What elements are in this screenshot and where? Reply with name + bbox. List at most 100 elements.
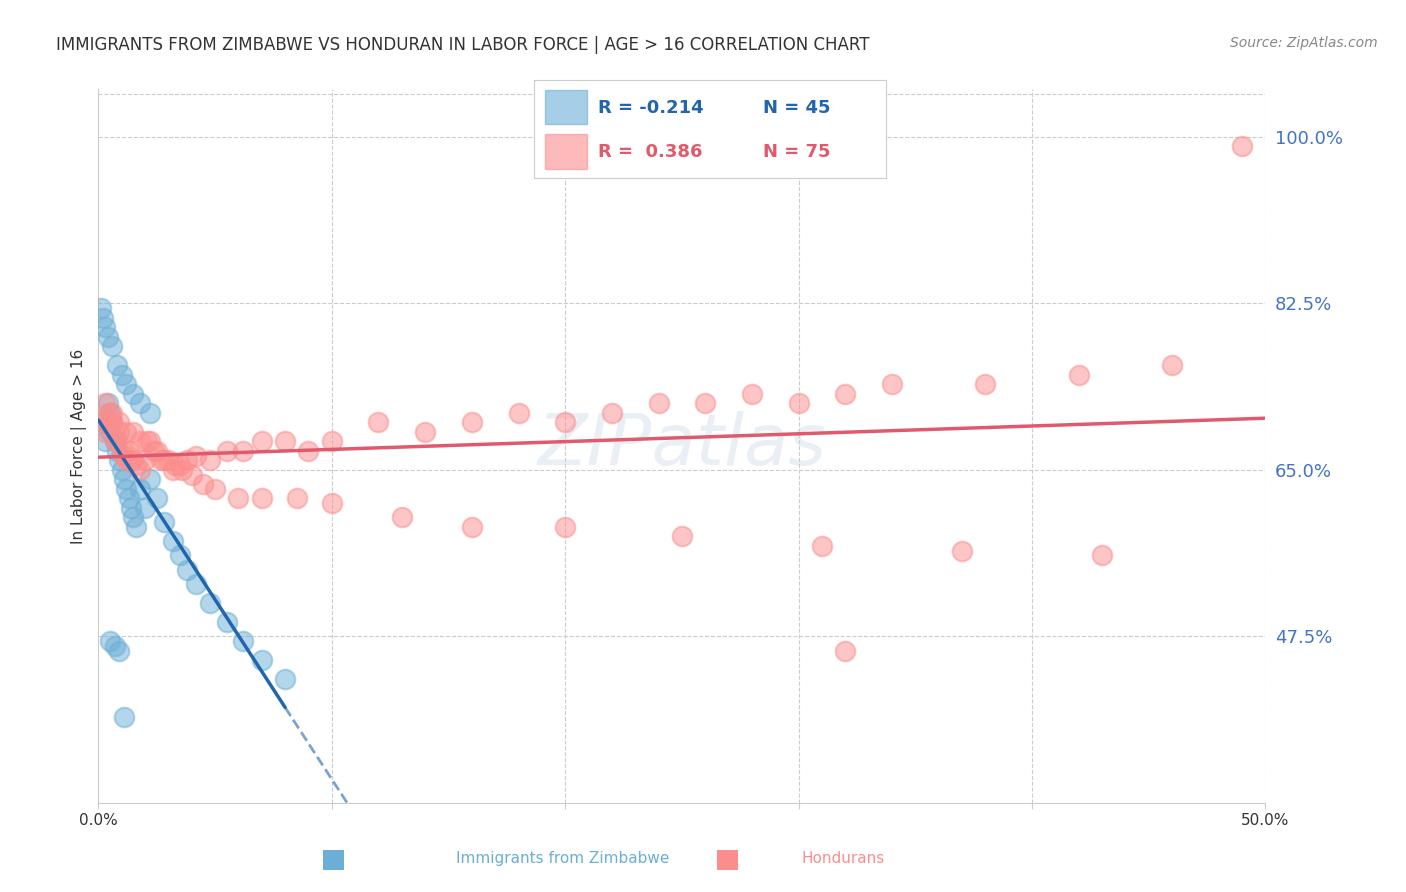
Point xyxy=(811,539,834,553)
Point xyxy=(150,453,173,467)
Bar xyxy=(544,134,586,169)
Point xyxy=(204,482,226,496)
Bar xyxy=(544,90,586,124)
Point xyxy=(162,534,184,549)
Point xyxy=(108,453,131,467)
Point xyxy=(129,434,152,449)
Point xyxy=(250,434,273,449)
Point xyxy=(285,491,308,506)
Point xyxy=(146,491,169,506)
Point xyxy=(215,615,238,629)
Point xyxy=(554,520,576,534)
Point xyxy=(274,434,297,449)
Point xyxy=(97,406,120,420)
Point xyxy=(232,634,254,648)
Point xyxy=(250,653,273,667)
Point xyxy=(98,425,121,439)
Text: N = 75: N = 75 xyxy=(762,143,831,161)
Point xyxy=(112,710,135,724)
Point xyxy=(274,672,297,686)
Point xyxy=(97,329,120,343)
Point xyxy=(176,563,198,577)
Point xyxy=(647,396,669,410)
Point xyxy=(554,415,576,429)
Point xyxy=(176,453,198,467)
Point xyxy=(112,449,135,463)
Point xyxy=(974,377,997,392)
Point xyxy=(111,443,134,458)
Point xyxy=(787,396,810,410)
Text: R = -0.214: R = -0.214 xyxy=(598,99,703,117)
Point xyxy=(152,453,174,467)
Point xyxy=(200,596,222,610)
Point xyxy=(695,396,717,410)
Point xyxy=(104,639,127,653)
Point xyxy=(105,443,128,458)
Text: Source: ZipAtlas.com: Source: ZipAtlas.com xyxy=(1230,36,1378,50)
Point xyxy=(139,472,162,486)
Point xyxy=(101,415,124,429)
Point xyxy=(391,510,413,524)
Text: IMMIGRANTS FROM ZIMBABWE VS HONDURAN IN LABOR FORCE | AGE > 16 CORRELATION CHART: IMMIGRANTS FROM ZIMBABWE VS HONDURAN IN … xyxy=(56,36,870,54)
Text: ZIPatlas: ZIPatlas xyxy=(537,411,827,481)
Point xyxy=(98,420,121,434)
Point xyxy=(1091,549,1114,563)
Point xyxy=(741,386,763,401)
Point xyxy=(108,425,131,439)
Point xyxy=(193,477,215,491)
Point xyxy=(91,310,114,325)
Point xyxy=(125,520,148,534)
Point xyxy=(1230,139,1253,153)
Point xyxy=(108,643,131,657)
Point xyxy=(91,415,114,429)
Point xyxy=(152,515,174,529)
Point xyxy=(250,491,273,506)
Point xyxy=(101,406,124,420)
Point xyxy=(950,543,973,558)
Point xyxy=(115,425,138,439)
Point xyxy=(1067,368,1090,382)
Point xyxy=(118,491,141,506)
Text: R =  0.386: R = 0.386 xyxy=(598,143,702,161)
Point xyxy=(108,415,131,429)
Point xyxy=(461,520,484,534)
Text: Hondurans: Hondurans xyxy=(801,851,886,865)
Point xyxy=(112,472,135,486)
Point xyxy=(508,406,530,420)
Point xyxy=(115,482,138,496)
Point xyxy=(101,415,124,429)
Point xyxy=(146,443,169,458)
Point xyxy=(120,500,142,515)
Point xyxy=(98,406,121,420)
Point xyxy=(600,406,623,420)
Point xyxy=(94,396,117,410)
Point xyxy=(139,434,162,449)
Point xyxy=(134,453,156,467)
Point xyxy=(321,434,343,449)
Point xyxy=(880,377,903,392)
Point xyxy=(157,453,180,467)
Point xyxy=(200,453,222,467)
Point xyxy=(129,482,152,496)
Point xyxy=(186,449,208,463)
Point xyxy=(105,434,128,449)
Point xyxy=(129,463,152,477)
Point xyxy=(111,463,134,477)
Point xyxy=(90,301,112,315)
Point xyxy=(122,510,145,524)
Point xyxy=(122,425,145,439)
Point xyxy=(118,443,141,458)
Point xyxy=(136,434,159,449)
Point xyxy=(321,496,343,510)
Point xyxy=(105,358,128,372)
Point xyxy=(215,443,238,458)
Point xyxy=(91,415,114,429)
Point xyxy=(367,415,389,429)
Point xyxy=(143,443,166,458)
Point xyxy=(94,434,117,449)
Point xyxy=(180,467,202,482)
Text: N = 45: N = 45 xyxy=(762,99,831,117)
Point xyxy=(834,386,856,401)
Point xyxy=(129,396,152,410)
Point xyxy=(671,529,693,543)
